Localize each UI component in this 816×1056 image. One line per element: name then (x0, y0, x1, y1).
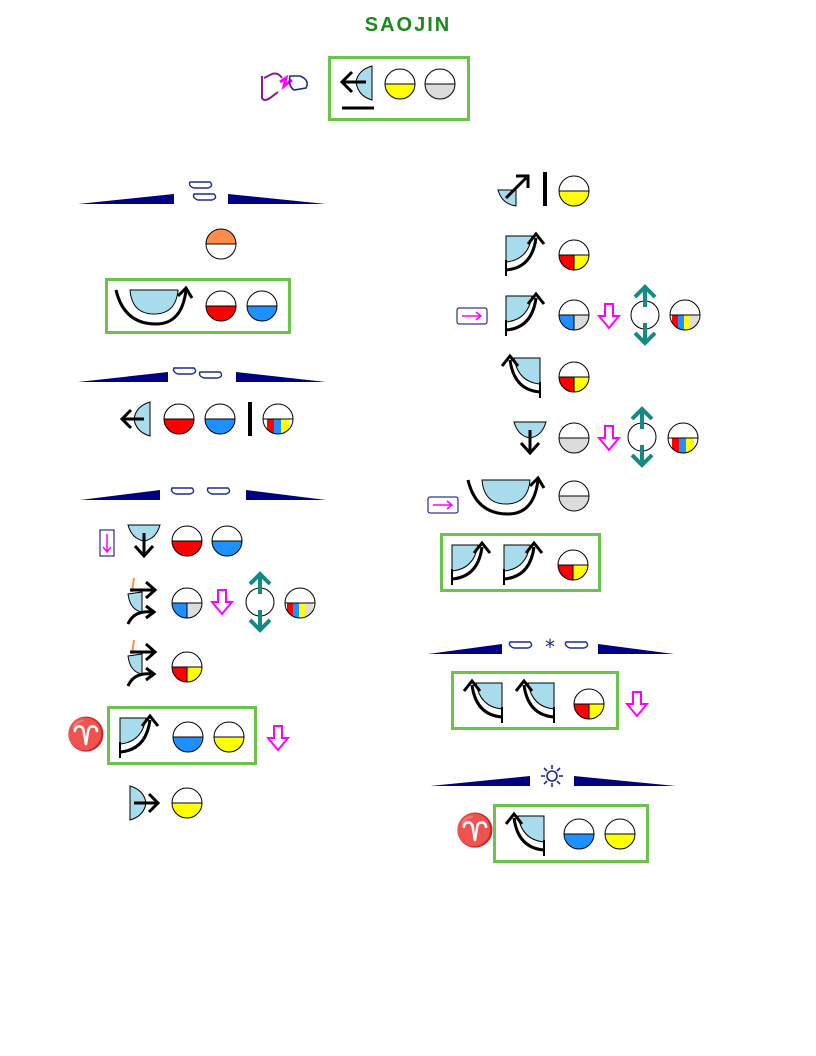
separator-bar (248, 402, 252, 436)
wedge-up-arrow-icon (497, 174, 530, 207)
half-circle-icon (558, 422, 590, 454)
back-arc-icon (514, 678, 555, 723)
quarter-circle-icon (558, 299, 590, 331)
quarter-circle-icon (171, 587, 203, 619)
aries-icon: ♈ (66, 715, 106, 753)
bowl-arc-icon (466, 475, 546, 516)
wedge-arrow-left-icon (119, 401, 151, 437)
half-circle-icon (384, 68, 416, 100)
back-arc-icon (500, 353, 541, 398)
quarter-arc-icon (505, 231, 546, 276)
half-circle-icon (163, 403, 195, 435)
bowl-arc-icon (114, 285, 194, 326)
half-circle-icon (171, 525, 203, 557)
wedge-arrow-right-icon (129, 785, 161, 821)
hollow-down-arrow-icon (210, 589, 234, 616)
tri-split-circle-icon (171, 651, 203, 683)
sequence-box (451, 671, 619, 730)
tricolor-circle-icon (284, 587, 316, 619)
half-circle-icon (424, 68, 456, 100)
quarter-arc-icon (505, 291, 546, 336)
tricolor-circle-icon (262, 403, 294, 435)
sequence-box (107, 706, 257, 765)
section-divider: * (428, 635, 674, 658)
half-circle-icon (558, 480, 590, 512)
hand-icon (170, 487, 231, 495)
half-circle-icon (246, 290, 278, 322)
section-divider (430, 765, 676, 787)
section-divider (78, 367, 326, 382)
down-box-icon (99, 529, 115, 557)
half-circle-icon (211, 525, 243, 557)
hollow-down-arrow-icon (625, 691, 649, 718)
tri-split-circle-icon (558, 239, 590, 271)
tricolor-circle-icon (667, 422, 699, 454)
wedge-arrow-left-icon (339, 65, 374, 110)
hollow-down-arrow-icon (597, 303, 621, 330)
tri-split-circle-icon (573, 688, 605, 720)
tricolor-circle-icon (669, 299, 701, 331)
down-arrow-icon (127, 524, 161, 559)
right-box-icon (456, 307, 488, 325)
half-circle-icon (172, 721, 204, 753)
sequence-box (440, 533, 601, 592)
hollow-down-arrow-icon (597, 425, 621, 452)
back-arc-icon (462, 678, 503, 723)
page-title: SAOJIN (364, 14, 452, 36)
section-divider (78, 181, 326, 204)
vertical-dbl-arrow-icon (630, 284, 660, 346)
back-arc-icon (504, 811, 545, 856)
down-arrow-icon (513, 421, 547, 456)
section-divider (80, 487, 326, 500)
half-circle-icon (604, 818, 636, 850)
vertical-dbl-arrow-icon (627, 406, 657, 468)
half-circle-icon (205, 290, 237, 322)
separator-bar (543, 172, 547, 206)
half-circle-icon (563, 818, 595, 850)
quarter-arc-icon (451, 540, 492, 585)
hand-icon (261, 72, 308, 101)
swing-arrow-icon (126, 577, 158, 625)
tri-split-circle-icon (558, 361, 590, 393)
half-circle-icon (205, 228, 237, 260)
quarter-arc-icon (503, 540, 544, 585)
sequence-box (493, 804, 649, 863)
tri-split-circle-icon (557, 549, 589, 581)
sun-icon (541, 765, 563, 787)
hand-icon (172, 367, 223, 379)
sequence-box (105, 278, 291, 334)
quarter-arc-icon (119, 713, 160, 758)
hollow-down-arrow-icon (266, 725, 290, 752)
half-circle-icon (213, 721, 245, 753)
hand-icon (508, 641, 589, 649)
hand-icon (188, 181, 217, 201)
swing-arrow-icon (126, 639, 158, 687)
aries-icon: ♈ (455, 811, 495, 849)
vertical-dbl-arrow-icon (245, 571, 275, 633)
half-circle-icon (204, 403, 236, 435)
intro-box (328, 56, 470, 121)
half-circle-icon (171, 787, 203, 819)
half-circle-icon (558, 175, 590, 207)
right-box-icon (427, 496, 459, 514)
svg-text:*: * (545, 635, 555, 658)
